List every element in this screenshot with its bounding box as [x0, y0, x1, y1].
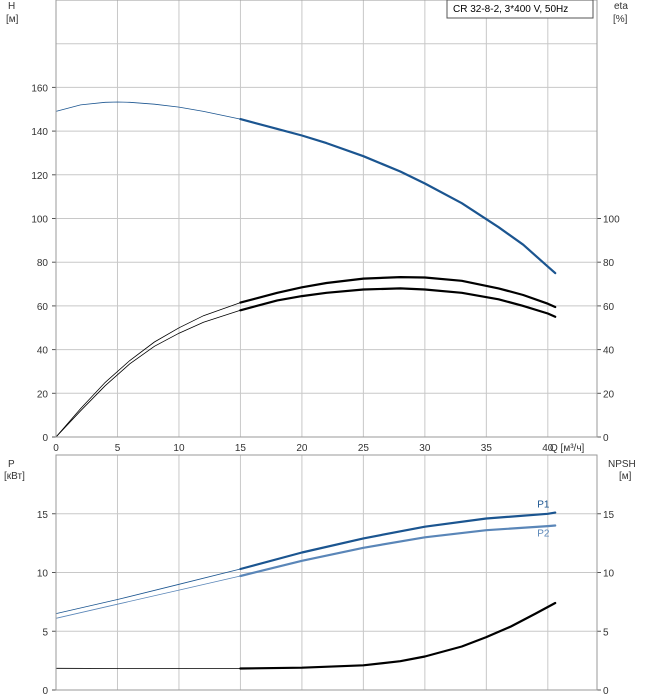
series-line-thin: [55, 287, 556, 438]
right-tick-label: 0: [603, 433, 609, 444]
series-line-duty: [239, 118, 557, 275]
x-tick-label: 20: [296, 443, 308, 454]
left-tick-label: 80: [37, 258, 49, 269]
left-tick-label: 10: [37, 569, 49, 580]
top-right-axis-title-line2: [%]: [613, 14, 628, 25]
series-label-p1: P1: [537, 500, 550, 511]
right-tick-label: 15: [603, 510, 615, 521]
x-tick-label: 10: [173, 443, 185, 454]
x-tick-label: 35: [481, 443, 493, 454]
left-tick-label: 0: [42, 686, 48, 697]
series-line-duty: [239, 276, 557, 309]
label-layer: 0 5 10 15 20 25 30 35 40020406080100120140160020…: [31, 83, 620, 697]
left-tick-label: 160: [31, 83, 48, 94]
bottom-right-axis-title-line1: NPSH: [608, 459, 636, 470]
series-line-thin: [55, 101, 556, 274]
left-tick-label: 0: [42, 433, 48, 444]
series-line-thin: [55, 512, 556, 614]
series-label-p2: P2: [537, 529, 550, 540]
left-tick-label: 120: [31, 171, 48, 182]
top-left-axis-title-line2: [м]: [6, 14, 19, 25]
curve-layer: [55, 101, 557, 670]
right-tick-label: 80: [603, 258, 615, 269]
series-line-thin: [55, 602, 556, 670]
top-right-axis-title-line1: eta: [614, 1, 628, 12]
series-line-thin: [55, 525, 556, 619]
x-tick-label: 40: [542, 443, 554, 454]
left-tick-label: 5: [42, 627, 48, 638]
right-tick-label: 60: [603, 302, 615, 313]
x-tick-label: 15: [235, 443, 247, 454]
series-line-duty: [239, 601, 557, 670]
x-tick-label: 30: [419, 443, 431, 454]
right-tick-label: 40: [603, 346, 615, 357]
left-tick-label: 140: [31, 127, 48, 138]
right-tick-label: 10: [603, 569, 615, 580]
x-tick-label: 0: [53, 443, 59, 454]
frame-layer: [52, 0, 601, 691]
series-line-duty: [239, 524, 557, 578]
left-tick-label: 60: [37, 302, 49, 313]
series-line-duty: [239, 511, 557, 571]
right-tick-label: 0: [603, 686, 609, 697]
x-axis-title: Q [м³/ч]: [550, 443, 585, 454]
legend-box: CR 32-8-2, 3*400 V, 50Hz: [446, 0, 594, 19]
plot-frame: [55, 0, 598, 438]
right-tick-label: 5: [603, 627, 609, 638]
top-left-axis-title-line1: H: [8, 1, 15, 12]
x-tick-label: 25: [358, 443, 370, 454]
left-tick-label: 15: [37, 510, 49, 521]
x-tick-label: 5: [115, 443, 121, 454]
series-line-thin: [55, 276, 556, 438]
left-tick-label: 20: [37, 389, 49, 400]
left-tick-label: 100: [31, 215, 48, 226]
series-line-duty: [239, 287, 557, 318]
bottom-left-axis-title-line2: [кВт]: [4, 471, 25, 482]
right-tick-label: 20: [603, 389, 615, 400]
plot-frame: [55, 454, 598, 691]
grid-layer: [56, 0, 597, 690]
bottom-right-axis-title-line2: [м]: [619, 471, 632, 482]
bottom-left-axis-title-line1: P: [8, 459, 15, 470]
left-tick-label: 40: [37, 346, 49, 357]
legend-text: CR 32-8-2, 3*400 V, 50Hz: [453, 4, 568, 15]
right-tick-label: 100: [603, 215, 620, 226]
